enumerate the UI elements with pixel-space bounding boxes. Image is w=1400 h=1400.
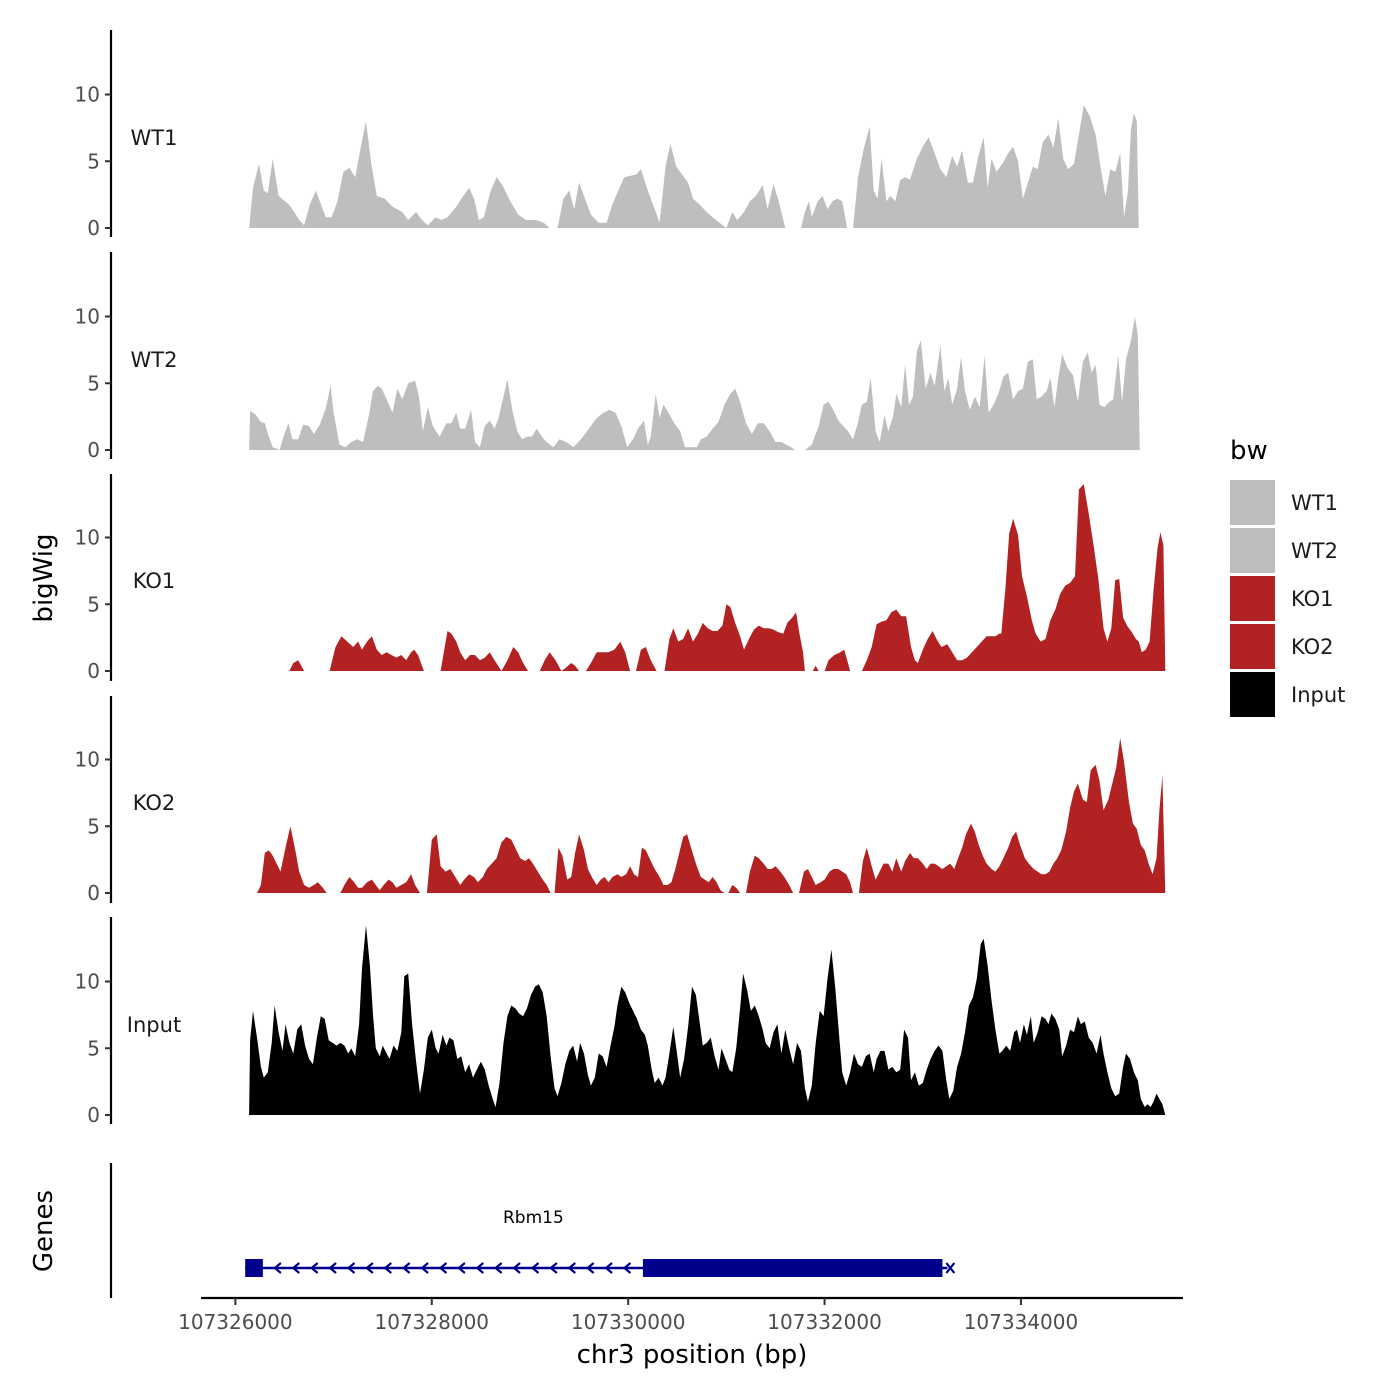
strand-chevron (365, 1262, 374, 1274)
strand-chevron (493, 1262, 503, 1274)
track-ko2: 0 5 10 KO2 (75, 696, 1166, 905)
strand-chevron (622, 1262, 632, 1274)
legend-entry-wt2: WT2 (1230, 528, 1338, 573)
gene-label: Rbm15 (503, 1208, 564, 1228)
genes-panel: Rbm15 107326000 107328000 107330000 1073320… (109, 1163, 1183, 1334)
track-wt1: 0 5 10 WT1 (75, 30, 1139, 240)
y-axis-title: bigWig (29, 533, 59, 622)
strand-chevron (291, 1262, 300, 1274)
legend-label: Input (1291, 683, 1345, 707)
y-tick-label: 10 (75, 83, 100, 107)
strand-chevron (401, 1262, 411, 1274)
legend-swatch (1230, 576, 1275, 621)
legend-items: WT1 WT2 KO1 KO2 Input (1230, 480, 1345, 717)
strand-chevron (475, 1262, 484, 1274)
y-tick-label: 5 (87, 814, 100, 838)
legend-swatch (1230, 672, 1275, 717)
legend-entry-ko1: KO1 (1230, 576, 1334, 621)
x-tick-label: 107330000 (571, 1310, 686, 1334)
strand-chevron (328, 1262, 337, 1274)
legend: bw WT1 WT2 KO1 KO2 Input (1230, 436, 1345, 717)
legend-label: KO1 (1291, 587, 1334, 611)
track-label-wt1: WT1 (131, 126, 178, 150)
legend-entry-input: Input (1230, 672, 1345, 717)
gene-layer: Rbm15 (245, 1208, 956, 1277)
coverage-area-input (249, 925, 1166, 1115)
y-tick-label: 10 (75, 970, 100, 994)
strand-chevron (512, 1262, 521, 1274)
x-tick-label: 107326000 (178, 1310, 293, 1334)
genes-panel-title: Genes (29, 1190, 59, 1272)
coverage-tracks: 0 5 10 WT1 0 5 10 WT2 0 5 10 KO1 0 5 10 KO2 0 5 10 Input (75, 30, 1166, 1127)
x-axis-title: chr3 position (bp) (577, 1340, 808, 1370)
track-label-ko2: KO2 (133, 791, 176, 815)
track-label-wt2: WT2 (131, 348, 178, 372)
strand-chevron (549, 1262, 558, 1274)
gene-rbm15: Rbm15 (245, 1208, 956, 1277)
coverage-area-wt2 (249, 316, 1140, 450)
coverage-area-wt1 (249, 105, 1139, 228)
legend-swatch (1230, 624, 1275, 669)
x-axis-ticks: 107326000 107328000 107330000 107332000 1073… (178, 1298, 1078, 1334)
strand-chevron (346, 1262, 356, 1274)
y-tick-label: 5 (87, 592, 100, 616)
y-tick-label: 0 (87, 216, 100, 240)
legend-swatch (1230, 528, 1275, 573)
strand-chevron (530, 1262, 540, 1274)
legend-entry-wt1: WT1 (1230, 480, 1338, 525)
strand-chevron (438, 1262, 448, 1274)
track-wt2: 0 5 10 WT2 (75, 252, 1140, 462)
coverage-area-ko2 (257, 738, 1166, 893)
strand-chevron (383, 1262, 392, 1274)
gene-end-marker (945, 1262, 956, 1274)
x-tick-label: 107328000 (375, 1310, 490, 1334)
legend-swatch (1230, 480, 1275, 525)
track-label-ko1: KO1 (133, 569, 176, 593)
track-ko1: 0 5 10 KO1 (75, 474, 1166, 683)
gene-exon (642, 1259, 943, 1277)
strand-chevron (273, 1262, 282, 1274)
coverage-area-ko1 (289, 484, 1166, 671)
strand-chevron (420, 1262, 429, 1274)
track-input: 0 5 10 Input (75, 917, 1166, 1127)
strand-chevron (457, 1262, 466, 1274)
y-tick-label: 0 (87, 1103, 100, 1127)
y-tick-label: 10 (75, 748, 100, 772)
legend-label: WT2 (1291, 539, 1338, 563)
strand-chevron (604, 1262, 613, 1274)
y-tick-label: 10 (75, 305, 100, 329)
legend-title: bw (1230, 436, 1268, 466)
legend-label: KO2 (1291, 635, 1334, 659)
y-tick-label: 0 (87, 659, 100, 683)
y-tick-label: 5 (87, 149, 100, 173)
y-tick-label: 0 (87, 881, 100, 905)
y-tick-label: 0 (87, 438, 100, 462)
x-tick-label: 107332000 (767, 1310, 882, 1334)
strand-chevron (567, 1262, 576, 1274)
y-tick-label: 5 (87, 371, 100, 395)
strand-chevron (585, 1262, 595, 1274)
y-tick-label: 5 (87, 1036, 100, 1060)
y-tick-label: 10 (75, 526, 100, 550)
legend-entry-ko2: KO2 (1230, 624, 1334, 669)
track-label-input: Input (127, 1013, 181, 1037)
x-tick-label: 107334000 (964, 1310, 1079, 1334)
legend-label: WT1 (1291, 491, 1338, 515)
gene-exon (245, 1259, 263, 1277)
strand-chevron (309, 1262, 319, 1274)
